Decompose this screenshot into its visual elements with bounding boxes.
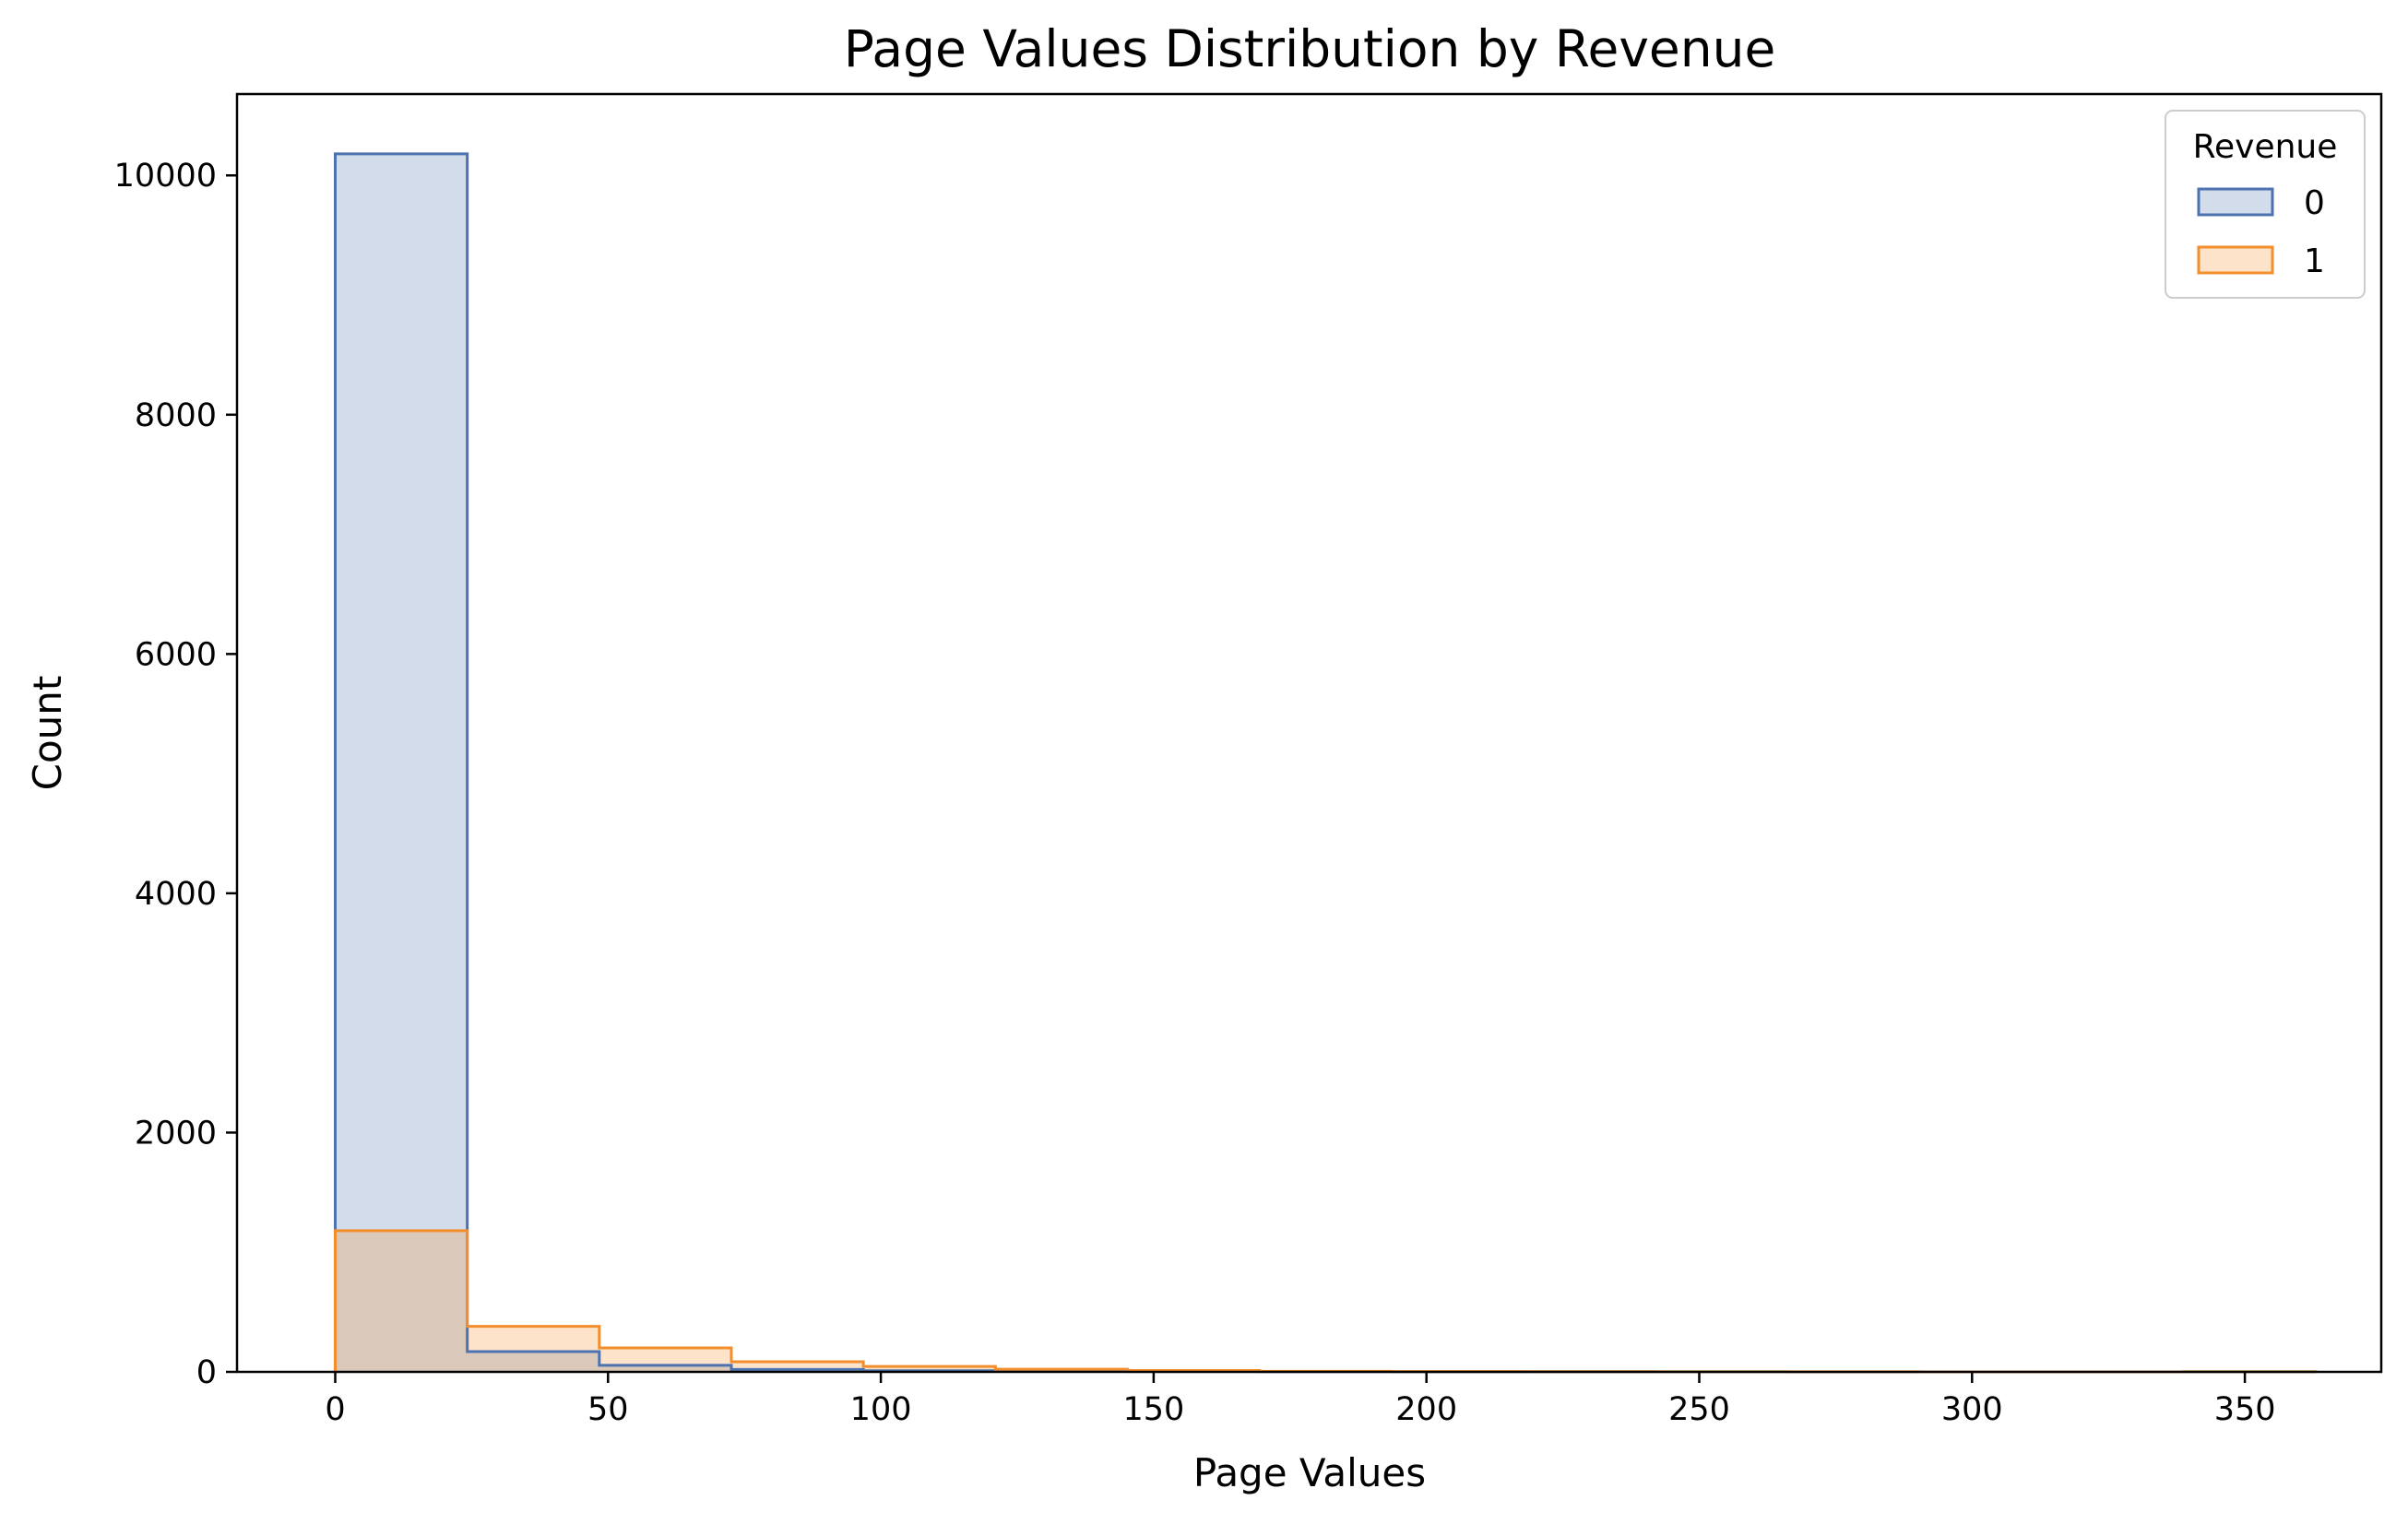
- y-tick-label-10000: 10000: [114, 158, 217, 195]
- y-tick-label-0: 0: [196, 1354, 217, 1391]
- legend-label-revenue-0: 0: [2304, 184, 2325, 222]
- x-tick-label-50: 50: [587, 1391, 629, 1428]
- y-tick-label-4000: 4000: [135, 876, 217, 913]
- x-tick-label-350: 350: [2214, 1391, 2276, 1428]
- legend-label-revenue-1: 1: [2304, 242, 2325, 280]
- x-tick-label-300: 300: [1941, 1391, 2003, 1428]
- bar-revenue-0-bin-1: [467, 1351, 599, 1372]
- legend-swatch-revenue-1: [2197, 245, 2274, 275]
- y-tick-label-2000: 2000: [135, 1115, 217, 1152]
- legend-box: [2165, 110, 2366, 299]
- chart-title: Page Values Distribution by Revenue: [844, 19, 1776, 78]
- x-axis-label: Page Values: [1193, 1450, 1426, 1495]
- bar-revenue-1-bin-0: [335, 1230, 468, 1372]
- y-tick-label-6000: 6000: [135, 636, 217, 673]
- y-axis-label: Count: [25, 676, 70, 791]
- legend: Revenue 0 1: [2165, 110, 2366, 299]
- bar-revenue-1-bin-3: [730, 1361, 864, 1372]
- x-tick-label-150: 150: [1122, 1391, 1184, 1428]
- bar-revenue-0-bin-2: [599, 1365, 731, 1372]
- x-tick-label-250: 250: [1668, 1391, 1730, 1428]
- plot-frame: [235, 92, 2383, 1374]
- y-tick-label-8000: 8000: [135, 397, 217, 434]
- y-axis-ticks: 0 2000 4000 6000 8000 10000: [114, 158, 237, 1391]
- x-tick-label-200: 200: [1395, 1391, 1457, 1428]
- x-axis-ticks: 0 50 100 150 200 250 300 350: [325, 1372, 2276, 1428]
- x-tick-label-0: 0: [325, 1391, 345, 1428]
- legend-title: Revenue: [2193, 128, 2338, 166]
- bar-revenue-1-bin-1: [467, 1326, 599, 1372]
- bar-revenue-1-bin-2: [599, 1348, 731, 1372]
- legend-swatch-revenue-0: [2197, 187, 2274, 217]
- bar-revenue-1-bin-4: [863, 1366, 996, 1372]
- bar-revenue-0-bin-0: [335, 153, 468, 1372]
- x-tick-label-100: 100: [850, 1391, 912, 1428]
- series-revenue-0-bars: [335, 153, 2317, 1372]
